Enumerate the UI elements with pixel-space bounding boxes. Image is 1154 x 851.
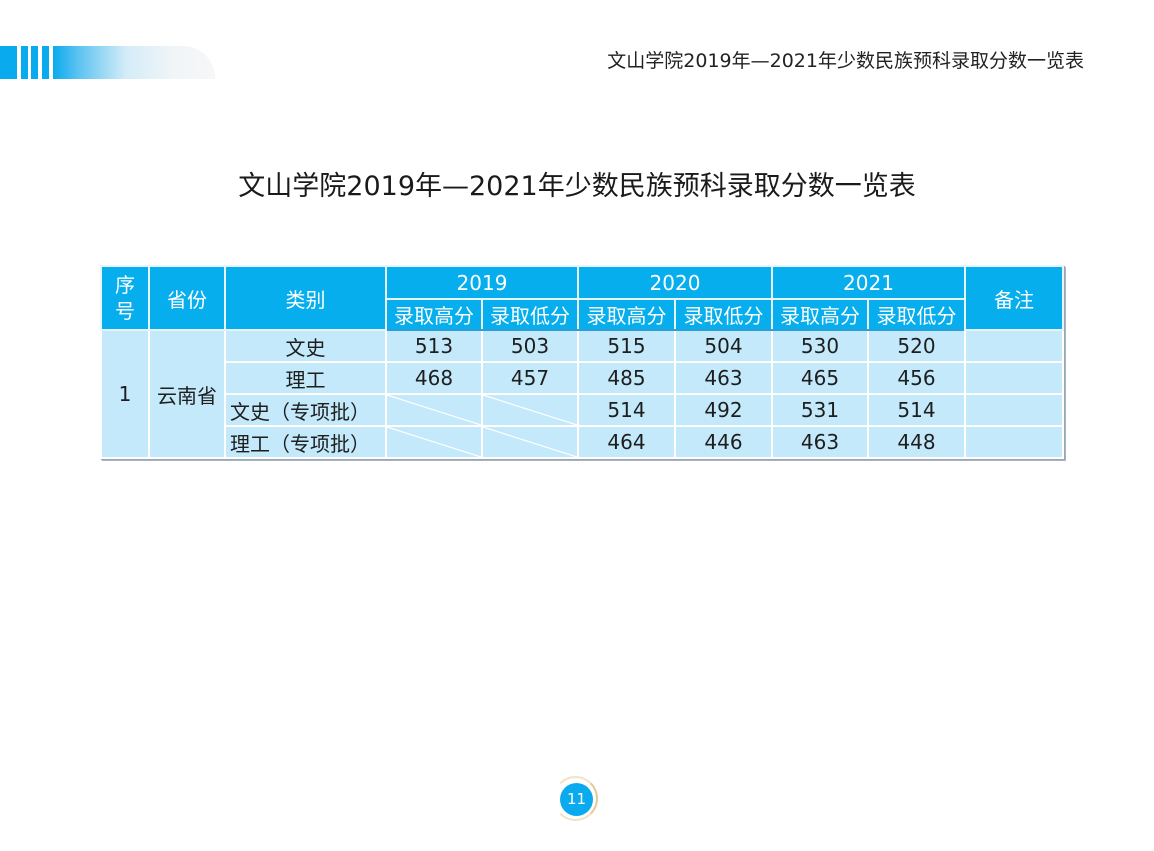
cell-2020-low: 463 (674, 361, 773, 395)
cell-2021-high: 463 (771, 425, 869, 459)
header-2019-high: 录取高分 (385, 298, 483, 331)
table-row: 理工 468 457 485 463 465 456 (101, 361, 1064, 395)
deco-stripe (31, 46, 38, 79)
cell-2020-high: 514 (577, 393, 676, 427)
cell-2019-high: 468 (385, 361, 483, 395)
cell-2020-high: 485 (577, 361, 676, 395)
table-row: 文史（专项批） 514 492 531 514 (101, 393, 1064, 427)
header-2019-low: 录取低分 (481, 298, 579, 331)
header-seq: 序号 (100, 265, 150, 331)
cell-2021-low: 456 (867, 361, 966, 395)
table-row: 1 云南省 文史 513 503 515 504 530 520 (100, 329, 1064, 459)
cell-2020-low: 504 (674, 329, 773, 363)
cell-remark (964, 425, 1064, 459)
cell-2019-high-empty (385, 393, 483, 427)
cell-2021-high: 531 (771, 393, 869, 427)
diagonal-slash-icon (387, 427, 481, 457)
header-2021-low: 录取低分 (867, 298, 966, 331)
cell-2020-low: 492 (674, 393, 773, 427)
header-decoration-bar (0, 46, 215, 79)
diagonal-slash-icon (483, 395, 577, 425)
running-header-title: 文山学院2019年—2021年少数民族预科录取分数一览表 (607, 50, 1084, 72)
cell-province: 云南省 (148, 329, 226, 459)
table-row: 理工（专项批） 464 446 463 448 (101, 425, 1064, 459)
cell-2019-low: 503 (481, 329, 579, 363)
cell-remark (964, 329, 1064, 363)
cell-2020-high: 515 (577, 329, 676, 363)
cell-remark (964, 393, 1064, 427)
header-2020-low: 录取低分 (674, 298, 773, 331)
diagonal-slash-icon (483, 427, 577, 457)
cell-remark (964, 361, 1064, 395)
header-remark: 备注 (964, 265, 1064, 331)
cell-category: 理工（专项批） (224, 425, 387, 459)
cell-2019-high: 513 (385, 329, 483, 363)
page-title: 文山学院2019年—2021年少数民族预科录取分数一览表 (238, 171, 916, 202)
cell-seq: 1 (100, 329, 150, 459)
cell-2021-low: 514 (867, 393, 966, 427)
header-province: 省份 (148, 265, 226, 331)
cell-2021-low: 520 (867, 329, 966, 363)
header-year-2019: 2019 (385, 265, 579, 300)
cell-category: 文史 (224, 329, 387, 363)
cell-2020-low: 446 (674, 425, 773, 459)
cell-2021-low: 448 (867, 425, 966, 459)
header-2021-high: 录取高分 (771, 298, 869, 331)
cell-2019-high-empty (385, 425, 483, 459)
cell-2020-high: 464 (577, 425, 676, 459)
header-2020-high: 录取高分 (577, 298, 676, 331)
deco-stripe (0, 46, 17, 79)
cell-category: 文史（专项批） (224, 393, 387, 427)
cell-2021-high: 530 (771, 329, 869, 363)
deco-gradient (53, 46, 215, 79)
header-category: 类别 (224, 265, 387, 331)
deco-stripe (21, 46, 28, 79)
deco-stripe (42, 46, 49, 79)
header-year-2020: 2020 (577, 265, 773, 300)
diagonal-slash-icon (387, 395, 481, 425)
cell-2021-high: 465 (771, 361, 869, 395)
cell-2019-low-empty (481, 425, 579, 459)
header-year-2021: 2021 (771, 265, 966, 300)
cell-category: 理工 (224, 361, 387, 395)
page-number-ring (553, 776, 598, 821)
page-number-badge: 11 (560, 783, 593, 816)
cell-2019-low: 457 (481, 361, 579, 395)
admission-score-table: 序号 省份 类别 2019 2020 2021 备注 录取高分 录取低分 录取高… (100, 265, 1064, 459)
cell-2019-low-empty (481, 393, 579, 427)
